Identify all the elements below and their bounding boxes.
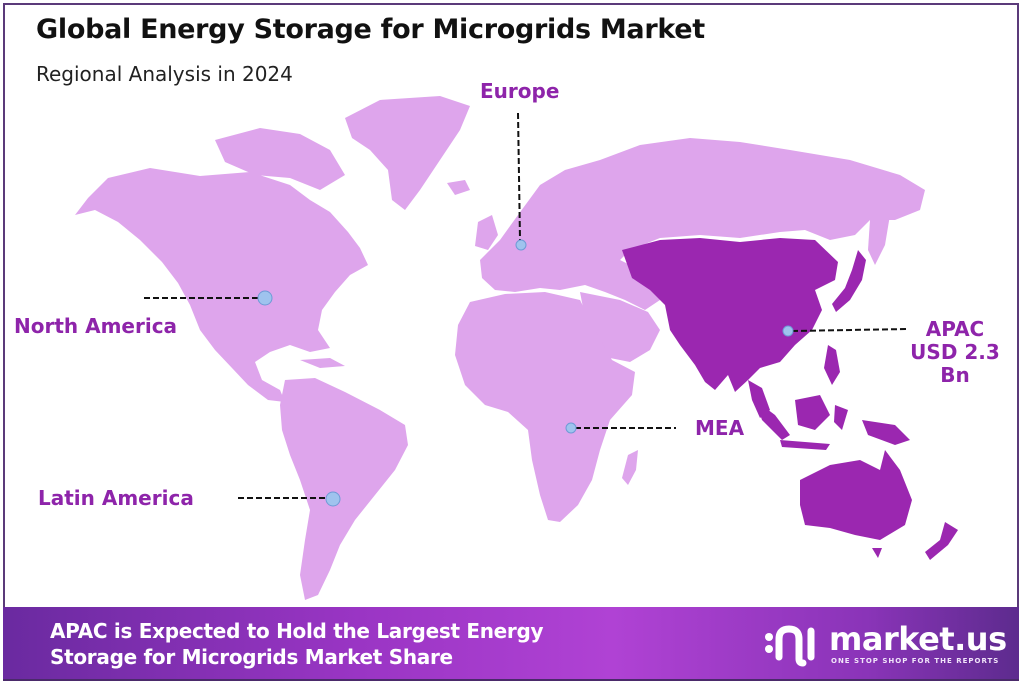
iceland: [447, 180, 470, 195]
philippines: [824, 345, 840, 385]
label-north-america: North America: [14, 314, 178, 338]
logo-name: market.us: [829, 620, 1007, 658]
base-landmasses: [75, 96, 925, 600]
apac-mainland: [622, 238, 838, 392]
sulawesi: [834, 405, 848, 430]
label-apac: APAC USD 2.3 Bn: [900, 318, 1010, 387]
label-apac-name: APAC: [925, 317, 985, 341]
eurasia: [480, 138, 925, 310]
label-mea: MEA: [695, 416, 745, 440]
kamchatka: [868, 215, 890, 265]
new-zealand: [925, 522, 958, 560]
japan: [832, 250, 866, 312]
marker-latin-america: [325, 491, 341, 507]
banner-line-1: APAC is Expected to Hold the Largest Ene…: [50, 619, 544, 643]
new-guinea: [862, 420, 910, 445]
banner-line-2: Storage for Microgrids Market Share: [50, 645, 453, 669]
caribbean: [300, 358, 345, 368]
banner-message: APAC is Expected to Hold the Largest Ene…: [50, 618, 544, 670]
tasmania: [872, 548, 882, 558]
label-europe: Europe: [480, 79, 560, 103]
label-apac-value: USD 2.3: [910, 340, 1000, 364]
java: [780, 440, 830, 450]
page-subtitle: Regional Analysis in 2024: [36, 62, 293, 86]
marker-mea: [565, 422, 577, 434]
marker-europe: [515, 239, 527, 251]
world-map: [75, 96, 958, 600]
australia: [800, 450, 912, 540]
uk: [475, 215, 498, 250]
greenland: [345, 96, 470, 210]
marker-apac: [782, 325, 794, 337]
market-us-logo: market.us ONE STOP SHOP FOR THE REPORTS: [763, 621, 1007, 671]
leader-line-apac: [791, 328, 909, 332]
label-apac-unit: Bn: [940, 363, 970, 387]
label-latin-america: Latin America: [38, 486, 194, 510]
south-america: [280, 378, 408, 600]
madagascar: [622, 450, 638, 485]
footer-banner: APAC is Expected to Hold the Largest Ene…: [3, 607, 1019, 681]
region-markers: [257, 239, 794, 507]
leader-line-europe: [517, 112, 521, 241]
sumatra: [755, 400, 790, 440]
leader-lines: [144, 112, 909, 499]
market-us-logo-icon: [765, 625, 815, 667]
marker-north-america: [257, 290, 273, 306]
borneo: [795, 395, 830, 430]
logo-tagline: ONE STOP SHOP FOR THE REPORTS: [831, 657, 1000, 665]
apac-landmasses: [622, 238, 958, 560]
page-title: Global Energy Storage for Microgrids Mar…: [36, 14, 705, 45]
africa: [455, 292, 635, 522]
arctic-islands: [215, 128, 345, 190]
north-america: [75, 168, 368, 402]
